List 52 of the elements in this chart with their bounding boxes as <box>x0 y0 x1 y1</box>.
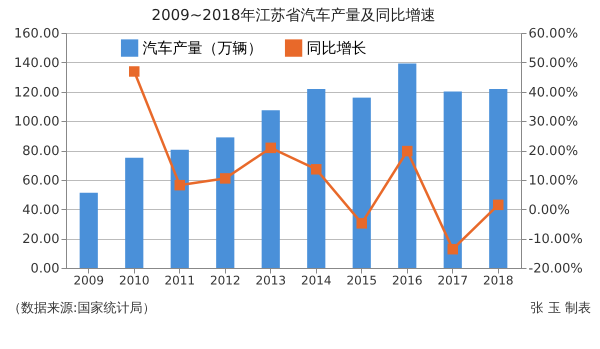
bar <box>80 192 98 268</box>
y-tick-label: 160.00 <box>14 26 60 42</box>
bar <box>489 88 508 268</box>
y-tick-label: 80.00 <box>22 144 60 159</box>
y2-tick-label: 50.00% <box>528 56 578 71</box>
point <box>493 200 504 210</box>
x-tick-label: 2010 <box>118 274 150 288</box>
bar <box>307 88 326 268</box>
bar <box>262 110 280 268</box>
text: （数据来源:国家统计局） <box>8 300 156 316</box>
y-tick-label: 60.00 <box>22 173 60 188</box>
y-tick-label: 120.00 <box>14 85 60 100</box>
point <box>266 142 276 154</box>
bar <box>352 98 371 268</box>
text: 张 玉 制表 <box>530 301 591 316</box>
bar <box>125 158 144 268</box>
x-tick-label: 2009 <box>73 274 104 288</box>
y-tick-label: 100.00 <box>14 114 60 130</box>
y2-tick-label: 0.00% <box>528 202 570 218</box>
point <box>356 218 367 229</box>
legend-label: 同比增长 <box>306 39 367 58</box>
x-tick-label: 2011 <box>164 274 196 288</box>
x-tick-label: 2013 <box>255 274 286 288</box>
y-tick-label: 20.00 <box>22 232 60 248</box>
y2-tick-label: 20.00% <box>528 144 578 159</box>
y-tick-label: 0.00 <box>30 262 60 276</box>
bar <box>216 137 234 268</box>
y2-tick-label: -20.00% <box>528 262 583 276</box>
legend-label: 汽车产量（万辆） <box>142 39 263 58</box>
x-tick-label: 2016 <box>392 274 423 288</box>
point <box>174 180 185 190</box>
point <box>402 146 412 156</box>
point <box>448 244 458 254</box>
y-tick-label: 140.00 <box>14 56 60 71</box>
x-tick-label: 2018 <box>482 274 514 288</box>
x-tick-label: 2015 <box>346 274 378 288</box>
y-tick-label: 40.00 <box>22 202 60 218</box>
chart-title: 2009~2018年江苏省汽车产量及同比增速 <box>152 6 436 24</box>
y2-tick-label: 40.00% <box>528 85 578 100</box>
point <box>129 66 140 77</box>
point <box>311 164 322 175</box>
y2-tick-label: 60.00% <box>528 26 578 42</box>
bar <box>444 91 462 268</box>
x-tick-label: 2017 <box>437 274 468 288</box>
x-tick-label: 2012 <box>210 274 241 288</box>
y2-tick-label: 10.00% <box>528 173 578 188</box>
point <box>220 173 230 184</box>
x-tick-label: 2014 <box>300 274 332 288</box>
bar <box>170 150 189 268</box>
y2-tick-label: -10.00% <box>528 232 583 248</box>
bar <box>398 64 416 268</box>
y2-tick-label: 30.00% <box>528 114 578 130</box>
